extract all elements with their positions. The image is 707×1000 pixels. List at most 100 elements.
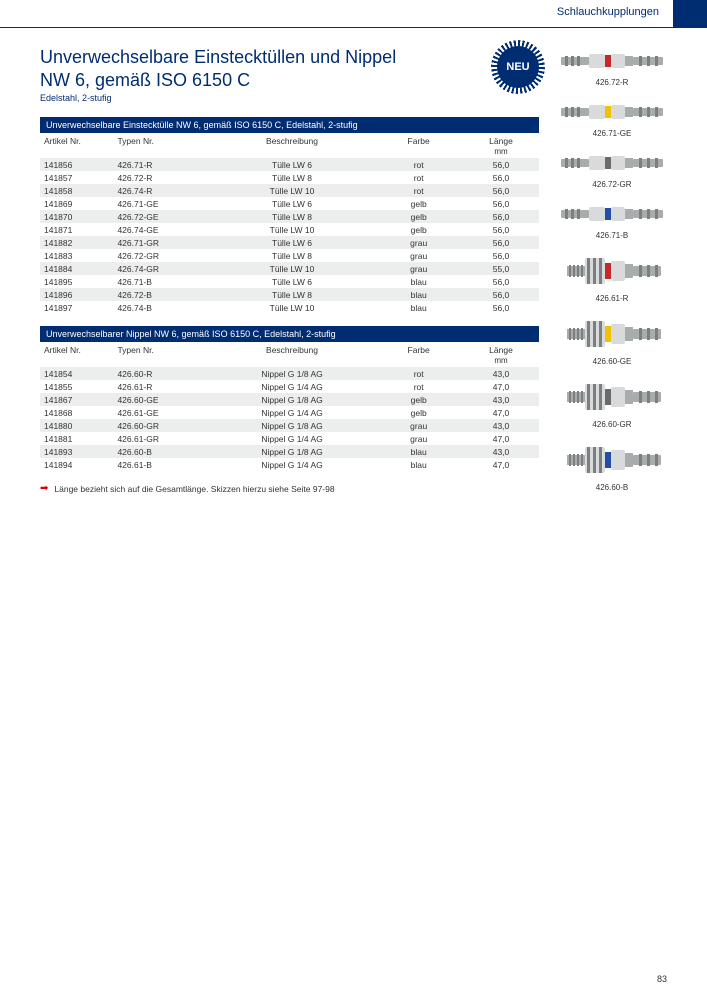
table-cell: 141897: [40, 301, 113, 314]
table2-header: Unverwechselbarer Nippel NW 6, gemäß ISO…: [40, 326, 539, 342]
table-row: 141884426.74-GRTülle LW 10grau55,0: [40, 262, 539, 275]
table-cell: Tülle LW 8: [210, 288, 375, 301]
table-cell: 56,0: [463, 236, 539, 249]
table-cell: 47,0: [463, 380, 539, 393]
table-cell: 426.72-GE: [113, 210, 209, 223]
product-figure: 426.72-R: [557, 46, 667, 87]
table-cell: Nippel G 1/4 AG: [210, 458, 375, 471]
table-cell: 56,0: [463, 158, 539, 171]
table-cell: 141855: [40, 380, 113, 393]
table-cell: 426.61-R: [113, 380, 209, 393]
tuelle-icon: [559, 148, 665, 178]
table-row: 141882426.71-GRTülle LW 6grau56,0: [40, 236, 539, 249]
table-cell: 426.72-B: [113, 288, 209, 301]
table-row: 141893426.60-BNippel G 1/8 AGblau43,0: [40, 445, 539, 458]
category-label: Schlauchkupplungen: [557, 0, 673, 27]
table-cell: 141870: [40, 210, 113, 223]
table-cell: 426.71-B: [113, 275, 209, 288]
table-cell: 55,0: [463, 262, 539, 275]
table-cell: Tülle LW 8: [210, 171, 375, 184]
table-cell: gelb: [374, 406, 463, 419]
product-figure: 426.72-GR: [557, 148, 667, 189]
table-cell: 141871: [40, 223, 113, 236]
table-row: 141870426.72-GETülle LW 8gelb56,0: [40, 210, 539, 223]
table-cell: Tülle LW 10: [210, 184, 375, 197]
table-cell: 141867: [40, 393, 113, 406]
table2-unit: mm: [463, 356, 539, 367]
table-cell: Tülle LW 10: [210, 301, 375, 314]
table-cell: 141894: [40, 458, 113, 471]
table-cell: 426.60-R: [113, 367, 209, 380]
table-cell: Nippel G 1/8 AG: [210, 419, 375, 432]
table-cell: 426.72-GR: [113, 249, 209, 262]
table-row: 141857426.72-RTülle LW 8rot56,0: [40, 171, 539, 184]
table1-col-laenge: Länge: [463, 133, 539, 147]
table1-head-row: Artikel Nr. Typen Nr. Beschreibung Farbe…: [40, 133, 539, 147]
table-row: 141869426.71-GETülle LW 6gelb56,0: [40, 197, 539, 210]
table-cell: rot: [374, 184, 463, 197]
table2-col-typen: Typen Nr.: [113, 342, 209, 356]
neu-badge-text: NEU: [506, 61, 529, 73]
table-row: 141858426.74-RTülle LW 10rot56,0: [40, 184, 539, 197]
tuelle-icon: [559, 46, 665, 76]
table-cell: 141856: [40, 158, 113, 171]
table-cell: 43,0: [463, 367, 539, 380]
table-cell: 56,0: [463, 301, 539, 314]
table-cell: blau: [374, 275, 463, 288]
table-cell: gelb: [374, 210, 463, 223]
table-cell: Tülle LW 10: [210, 262, 375, 275]
table-cell: 56,0: [463, 288, 539, 301]
table-cell: 426.71-GR: [113, 236, 209, 249]
figure-label: 426.72-R: [557, 78, 667, 87]
figure-label: 426.60-GR: [557, 420, 667, 429]
table-cell: 141858: [40, 184, 113, 197]
table-cell: rot: [374, 158, 463, 171]
table-cell: grau: [374, 432, 463, 445]
side-images: 426.72-R 426.71-GE 426.72-GR: [557, 46, 667, 502]
table-cell: 426.72-R: [113, 171, 209, 184]
nippel-icon: [559, 250, 665, 292]
table-cell: 47,0: [463, 406, 539, 419]
page-title-line1: Unverwechselbare Einstecktüllen und Nipp…: [40, 46, 396, 69]
table-cell: 56,0: [463, 223, 539, 236]
figure-label: 426.60-GE: [557, 357, 667, 366]
table-cell: gelb: [374, 393, 463, 406]
page-subtitle: Edelstahl, 2-stufig: [40, 93, 396, 103]
figure-label: 426.72-GR: [557, 180, 667, 189]
table-cell: Tülle LW 6: [210, 275, 375, 288]
footnote: ➡ Länge bezieht sich auf die Gesamtlänge…: [40, 483, 539, 494]
table-cell: gelb: [374, 223, 463, 236]
table-row: 141896426.72-BTülle LW 8blau56,0: [40, 288, 539, 301]
table-row: 141868426.61-GENippel G 1/4 AGgelb47,0: [40, 406, 539, 419]
table-row: 141871426.74-GETülle LW 10gelb56,0: [40, 223, 539, 236]
top-band: Schlauchkupplungen: [0, 0, 707, 28]
table-cell: 43,0: [463, 393, 539, 406]
table-cell: 56,0: [463, 275, 539, 288]
table-cell: Nippel G 1/4 AG: [210, 380, 375, 393]
table-cell: Tülle LW 8: [210, 249, 375, 262]
table-row: 141894426.61-BNippel G 1/4 AGblau47,0: [40, 458, 539, 471]
tuelle-icon: [559, 199, 665, 229]
arrow-icon: ➡: [40, 483, 48, 494]
table1-unit: mm: [463, 147, 539, 158]
table-cell: 56,0: [463, 197, 539, 210]
product-figure: 426.60-B: [557, 439, 667, 492]
table-cell: Nippel G 1/8 AG: [210, 445, 375, 458]
table-cell: 141869: [40, 197, 113, 210]
table-cell: 141883: [40, 249, 113, 262]
table-cell: Tülle LW 8: [210, 210, 375, 223]
table-cell: 141880: [40, 419, 113, 432]
table-cell: 141881: [40, 432, 113, 445]
table-cell: Tülle LW 6: [210, 197, 375, 210]
table-cell: 141896: [40, 288, 113, 301]
table-row: 141855426.61-RNippel G 1/4 AGrot47,0: [40, 380, 539, 393]
table2-col-farbe: Farbe: [374, 342, 463, 356]
table2-col-laenge: Länge: [463, 342, 539, 356]
table-cell: blau: [374, 288, 463, 301]
table1-col-farbe: Farbe: [374, 133, 463, 147]
table-cell: Nippel G 1/4 AG: [210, 432, 375, 445]
top-blue-block: [673, 0, 707, 27]
table-cell: 426.61-GR: [113, 432, 209, 445]
table2-col-beschreibung: Beschreibung: [210, 342, 375, 356]
table-cell: 426.74-B: [113, 301, 209, 314]
